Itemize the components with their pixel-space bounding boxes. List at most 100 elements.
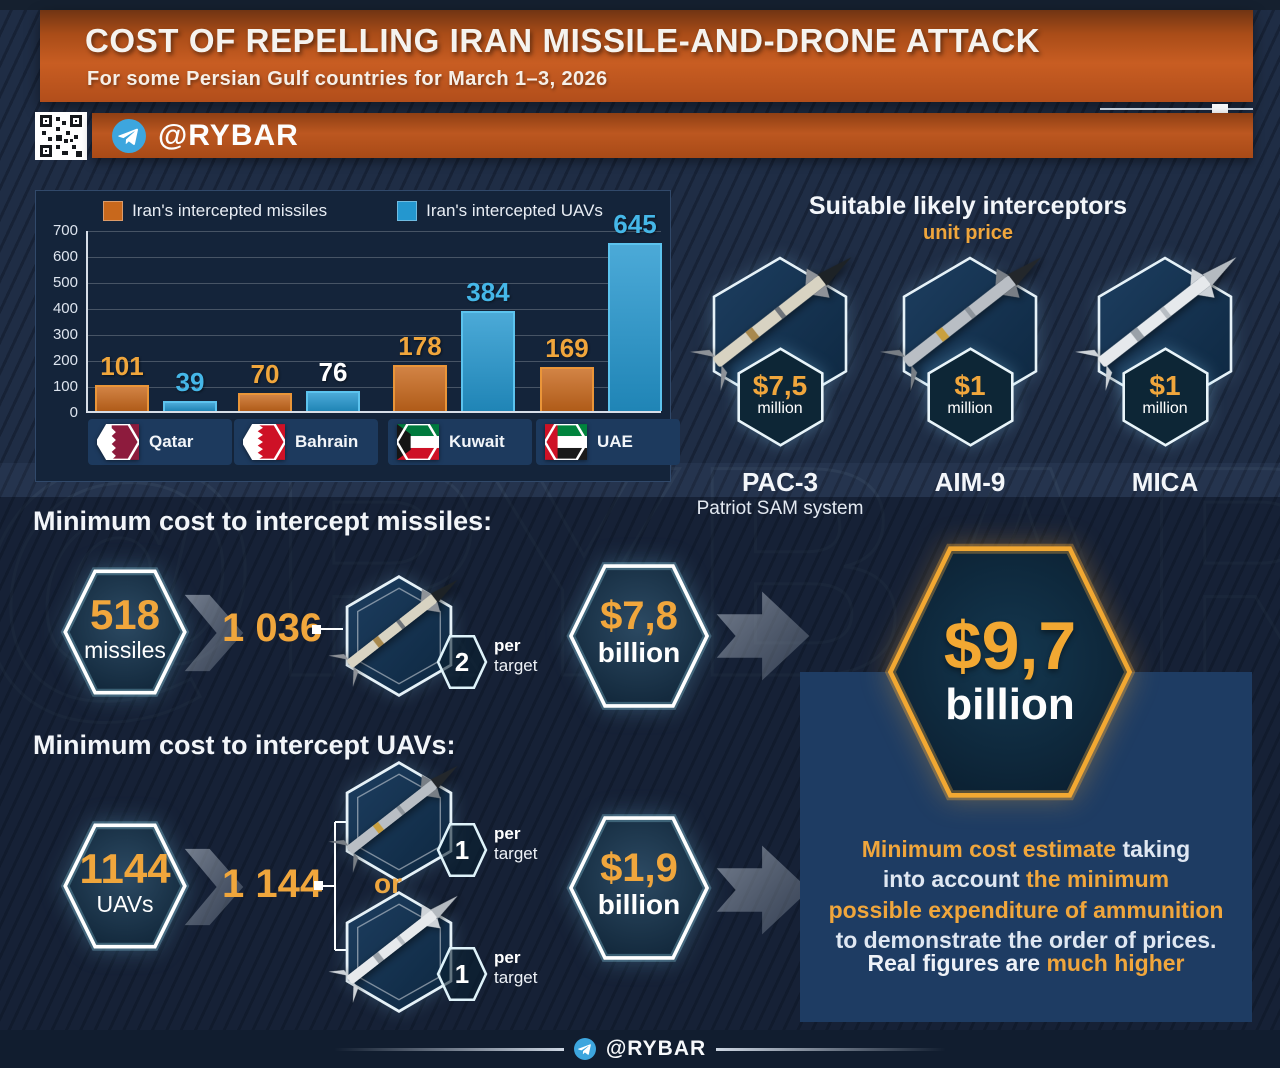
uavs-total-unit: billion	[597, 889, 681, 920]
per-target-count: 2	[454, 647, 470, 677]
legend-item-uavs: Iran's intercepted UAVs	[397, 201, 603, 221]
y-axis-tick-label: 600	[52, 248, 78, 265]
bar	[95, 384, 149, 411]
price-unit: million	[1142, 400, 1188, 417]
country-strip-qatar: Qatar	[88, 419, 232, 465]
footer-line-right	[716, 1047, 947, 1051]
bar-value-label: 39	[175, 366, 205, 397]
bar-value-label: 76	[318, 357, 348, 388]
missiles-needed-count: 1 036	[222, 606, 323, 650]
bar-with-label: 76	[306, 357, 360, 411]
connector-square	[312, 625, 321, 634]
interceptor-name: MICA	[1131, 467, 1199, 497]
y-axis-tick-label: 500	[52, 274, 78, 291]
per-target-count: 1	[454, 959, 470, 989]
legend-swatch-uavs	[397, 201, 418, 221]
target-label: target	[494, 655, 538, 675]
price-value: $7,5	[752, 370, 808, 401]
missile-frame-hexagon	[340, 572, 458, 700]
per-target-count-hexagon: 1	[436, 946, 488, 1002]
summary-text-orange: Minimum cost estimate	[861, 836, 1117, 862]
big-arrow-icon	[716, 591, 810, 681]
bar-value-label: 101	[100, 350, 144, 381]
bar-with-label: 101	[95, 351, 149, 411]
bar-value-label: 70	[250, 358, 280, 389]
uavs-needed-count: 1 144	[222, 862, 323, 906]
kuwait-flag-icon	[397, 424, 439, 460]
missiles-flow-heading: Minimum cost to intercept missiles:	[33, 506, 493, 536]
bar-value-label: 384	[466, 277, 510, 308]
country-label-qatar: Qatar	[149, 432, 194, 451]
country-strip-kuwait: Kuwait	[388, 419, 532, 465]
telegram-banner: @RYBAR	[92, 113, 1253, 158]
footnote-orange: much higher	[1046, 950, 1185, 976]
y-axis-tick-label: 0	[69, 404, 78, 421]
bar-with-label: 384	[461, 277, 515, 411]
uavs-count-hexagon: 1144 UAVs	[60, 820, 190, 952]
missiles-count-label: missiles	[84, 636, 166, 663]
chart-plot: 0 100 200 300 400 500 600 700 101 39 70 76 178 384 169…	[53, 209, 662, 421]
channel-handle: @RYBAR	[158, 118, 299, 152]
uavs-count: 1144	[79, 845, 171, 892]
interceptor-card-mica: $1 million MICA	[1090, 252, 1240, 498]
page-subtitle: For some Persian Gulf countries for Marc…	[87, 68, 608, 90]
bar-group: 178 384	[393, 277, 515, 411]
summary-amount: $9,7	[943, 608, 1077, 684]
bar	[163, 400, 217, 411]
per-target-count: 1	[454, 835, 470, 865]
price-value: $1	[1149, 370, 1181, 401]
legend-item-missiles: Iran's intercepted missiles	[103, 201, 327, 221]
bar	[540, 367, 594, 411]
y-axis-tick-label: 100	[52, 378, 78, 395]
country-label-uae: UAE	[597, 432, 633, 451]
y-axis-tick-label: 200	[52, 352, 78, 369]
missiles-total-unit: billion	[597, 637, 681, 668]
target-label: target	[494, 967, 538, 987]
per-target-count-hexagon: 2	[436, 634, 488, 690]
bar-value-label: 178	[398, 330, 442, 361]
telegram-icon	[573, 1038, 596, 1060]
legend-label-uavs: Iran's intercepted UAVs	[426, 201, 603, 220]
flow-arrow-icon	[184, 594, 244, 672]
telegram-icon	[112, 118, 146, 153]
missiles-count-hexagon: 518 missiles	[60, 566, 190, 698]
bar-group: 101 39	[95, 351, 217, 411]
summary-text-orange: possible expenditure of ammunition	[828, 896, 1224, 923]
unit-price-label: unit price	[922, 222, 1013, 244]
interceptor-subname: Patriot SAM system	[696, 498, 864, 519]
chart-gridline	[88, 231, 661, 232]
price-unit: million	[947, 400, 993, 417]
uav-option2-frame-hexagon	[340, 888, 458, 1016]
bar-group: 70 76	[238, 357, 360, 411]
interceptor-name: PAC-3	[741, 467, 819, 497]
interceptors-title: Suitable likely interceptors	[808, 192, 1128, 220]
header-banner: COST OF REPELLING IRAN MISSILE-AND-DRONE…	[40, 10, 1253, 102]
bar-with-label: 169	[540, 333, 594, 411]
qr-code	[35, 112, 87, 160]
per-target-label: per target	[494, 636, 537, 675]
per-label: per	[494, 824, 521, 843]
price-hexagon	[1118, 345, 1213, 449]
bar	[393, 364, 447, 411]
price-text: $1 million	[1090, 372, 1240, 418]
missiles-total-value: $7,8	[600, 594, 678, 638]
price-unit: million	[757, 400, 803, 417]
chart-gridline	[88, 335, 661, 336]
country-label-bahrain: Bahrain	[295, 432, 359, 451]
decorative-slider-line	[1100, 108, 1253, 110]
footnote-white: Real figures are	[867, 950, 1047, 976]
decorative-slider-handle	[1212, 104, 1228, 113]
summary-text-white: into account	[882, 866, 1026, 893]
uavs-total-hexagon: $1,9 billion	[565, 812, 713, 964]
bar-with-label: 70	[238, 359, 292, 411]
bar-value-label: 645	[613, 209, 657, 240]
price-value: $1	[954, 370, 986, 401]
qr-code-icon	[40, 115, 82, 157]
chart-gridline	[88, 361, 661, 362]
uae-flag-icon	[545, 424, 587, 460]
summary-text-orange: the minimum	[1026, 866, 1170, 893]
uavs-count-label: UAVs	[96, 890, 154, 917]
interceptor-card-aim9: $1 million AIM-9	[895, 252, 1045, 498]
y-axis-tick-label: 700	[52, 222, 78, 239]
